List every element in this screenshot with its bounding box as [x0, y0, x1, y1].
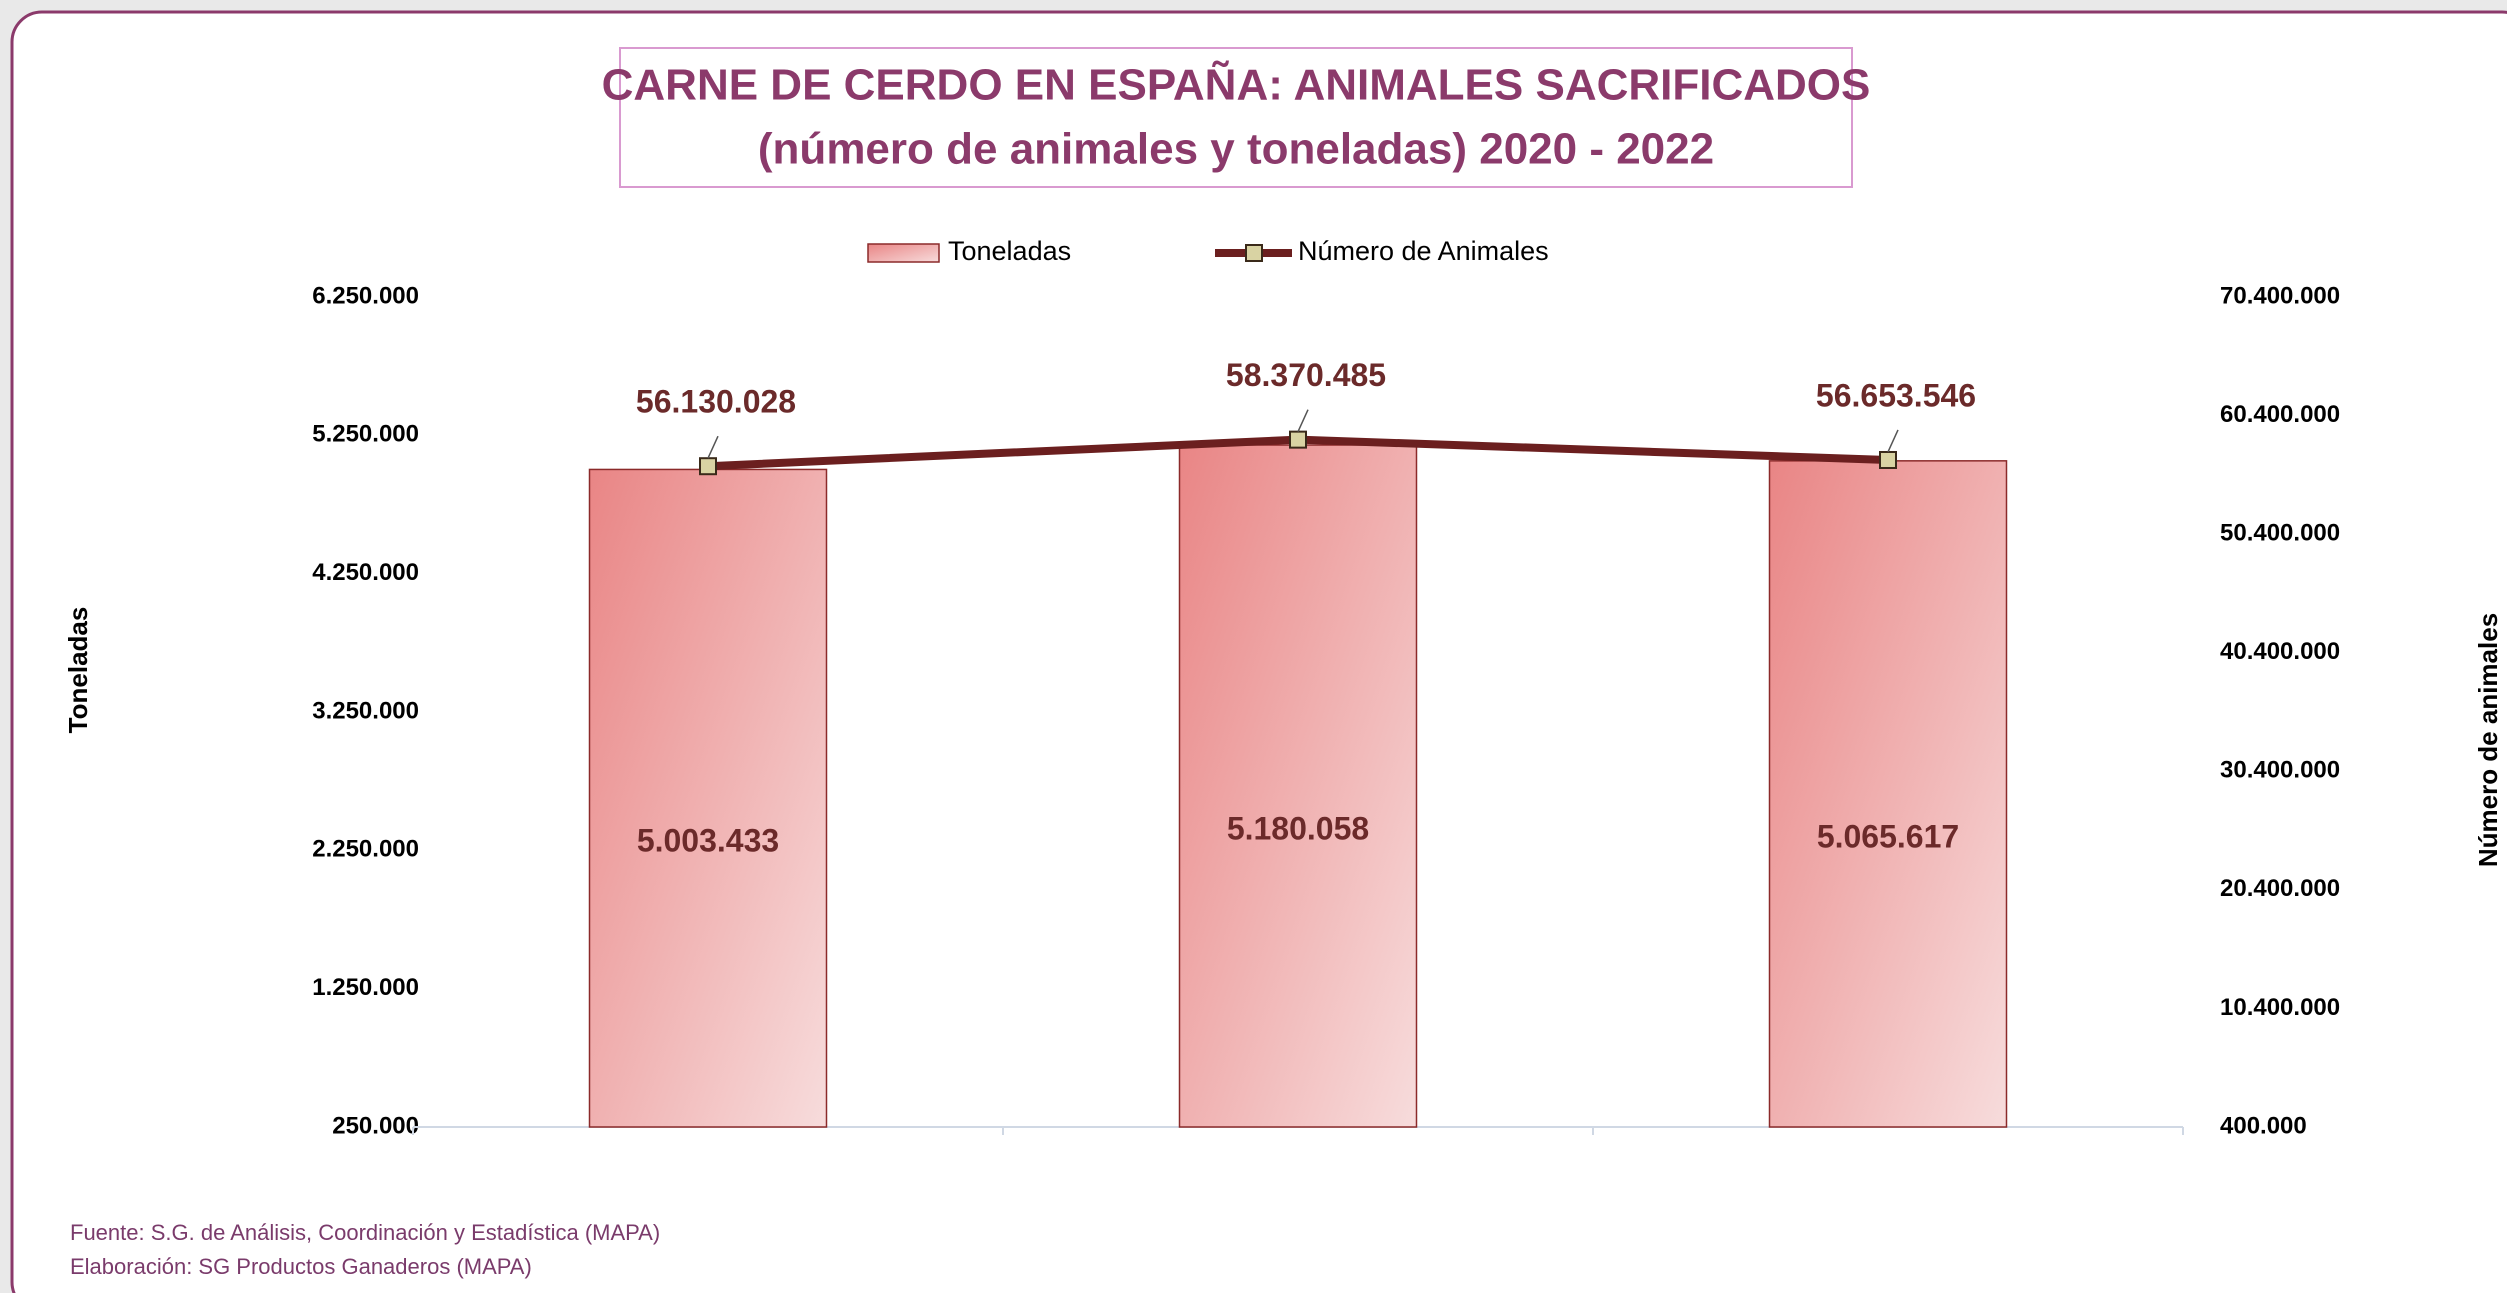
source-note: Fuente: S.G. de Análisis, Coordinación y…	[70, 1220, 660, 1245]
label-leader	[1297, 409, 1309, 432]
bar	[1768, 460, 2008, 1128]
title-box	[619, 47, 1853, 188]
line-marker	[699, 457, 717, 476]
line-value-label: 58.370.485	[1226, 357, 1386, 393]
label-leader	[707, 435, 719, 459]
legend-swatch	[867, 243, 940, 263]
chart-title: CARNE DE CERDO EN ESPAÑA: ANIMALES SACRI…	[602, 60, 1871, 110]
y2-tick-label: 60.400.000	[2220, 401, 2340, 428]
y2-tick-label: 70.400.000	[2220, 282, 2340, 309]
y-tick-label: 6.250.000	[312, 282, 419, 309]
line-marker	[1289, 430, 1307, 449]
y2-tick-label: 30.400.000	[2220, 757, 2340, 784]
bar-value-label: 5.065.617	[1817, 818, 1959, 854]
y2-tick-label: 400.000	[2220, 1112, 2307, 1139]
line-value-label: 56.653.546	[1816, 377, 1976, 413]
line-value-label: 56.130.028	[636, 384, 796, 420]
chart-subtitle: (número de animales y toneladas) 2020 - …	[758, 125, 1714, 174]
y2-tick-label: 20.400.000	[2220, 875, 2340, 902]
y2-tick-label: 40.400.000	[2220, 638, 2340, 665]
credit-note: Elaboración: SG Productos Ganaderos (MAP…	[70, 1254, 532, 1279]
y-tick-label: 4.250.000	[312, 559, 419, 586]
bar-value-label: 5.180.058	[1227, 810, 1369, 846]
legend-label: Toneladas	[948, 236, 1071, 266]
legend-marker	[1245, 244, 1263, 262]
bar-value-label: 5.003.433	[637, 823, 779, 859]
legend-label: Número de Animales	[1298, 236, 1549, 266]
label-leader	[1887, 429, 1899, 453]
bar	[1178, 444, 1418, 1128]
y-tick-label: 5.250.000	[312, 421, 419, 448]
y-tick-label: 3.250.000	[312, 697, 419, 724]
bar	[588, 468, 828, 1128]
y-tick-label: 250.000	[332, 1112, 419, 1139]
line-marker	[1879, 450, 1897, 469]
y-tick-label: 2.250.000	[312, 836, 419, 863]
y2-tick-label: 10.400.000	[2220, 994, 2340, 1021]
y2-tick-label: 50.400.000	[2220, 519, 2340, 546]
y-tick-label: 1.250.000	[312, 974, 419, 1001]
y-axis-label: Toneladas	[63, 607, 93, 734]
y2-axis-label: Número de animales	[2473, 613, 2503, 867]
